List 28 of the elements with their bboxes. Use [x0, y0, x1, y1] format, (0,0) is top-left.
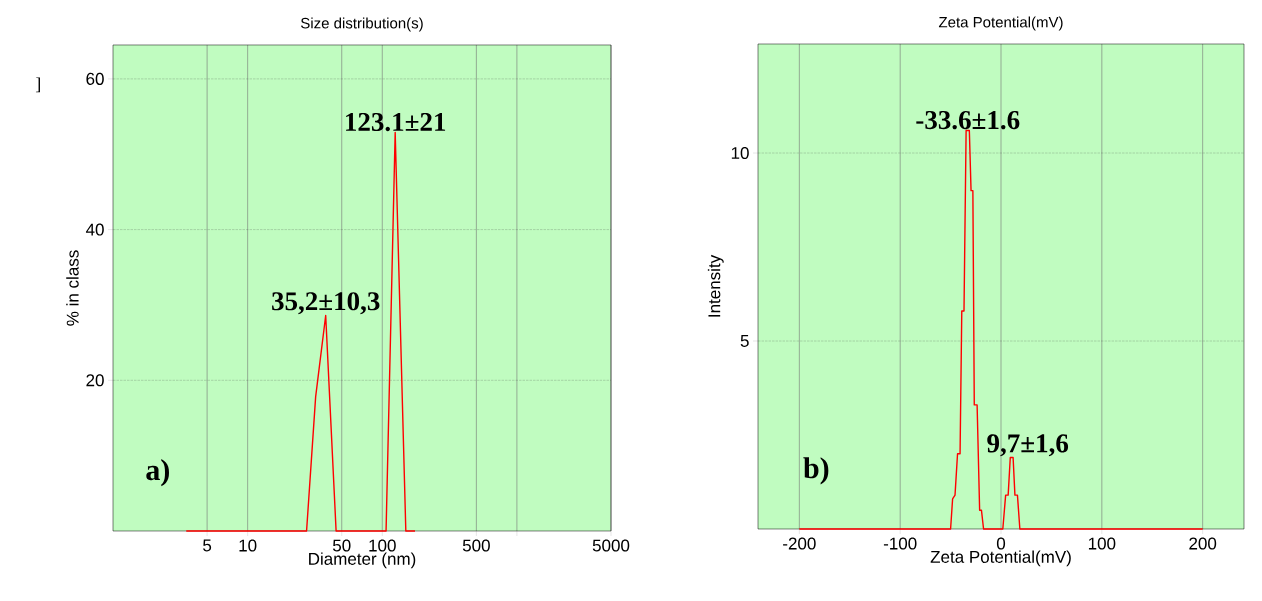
annotation: -33.6±1.6 — [916, 111, 1020, 130]
y-axis-title: % in class — [66, 250, 79, 326]
x-tick-label: 100 — [369, 539, 396, 552]
chart-title: Zeta Potential(mV) — [938, 16, 1063, 31]
y-tick-label: 60 — [86, 72, 104, 85]
annotation: b) — [803, 457, 829, 485]
x-tick-label: 0 — [996, 537, 1006, 550]
annotation: 9,7±1,6 — [987, 434, 1069, 457]
line-series — [798, 129, 1204, 530]
x-tick-label: 5 — [203, 539, 212, 552]
x-axis-title: Diameter (nm) — [309, 552, 416, 569]
x-tick-label: 200 — [1189, 537, 1217, 550]
annotation: 123.1±21 — [346, 112, 446, 132]
x-tick-label: -100 — [883, 537, 917, 550]
x-axis-title: Zeta Potential(mV) — [930, 550, 1071, 567]
x-tick-label: 50 — [332, 539, 351, 552]
annotation: a) — [146, 459, 169, 487]
chart-title: Size distribution(s) — [300, 17, 423, 32]
x-tick-label: 10 — [239, 539, 257, 552]
y-tick-label: 20 — [86, 374, 104, 387]
x-tick-label: 5000 — [592, 539, 630, 552]
y-axis-title: Intensity — [707, 254, 724, 317]
y-tick-label: 40 — [85, 223, 104, 236]
x-tick-label: -200 — [783, 537, 816, 550]
x-tick-label: 100 — [1088, 537, 1116, 550]
x-tick-label: 500 — [462, 539, 490, 552]
text: ] — [35, 77, 40, 93]
annotation: 35,2±10,3 — [272, 292, 380, 315]
